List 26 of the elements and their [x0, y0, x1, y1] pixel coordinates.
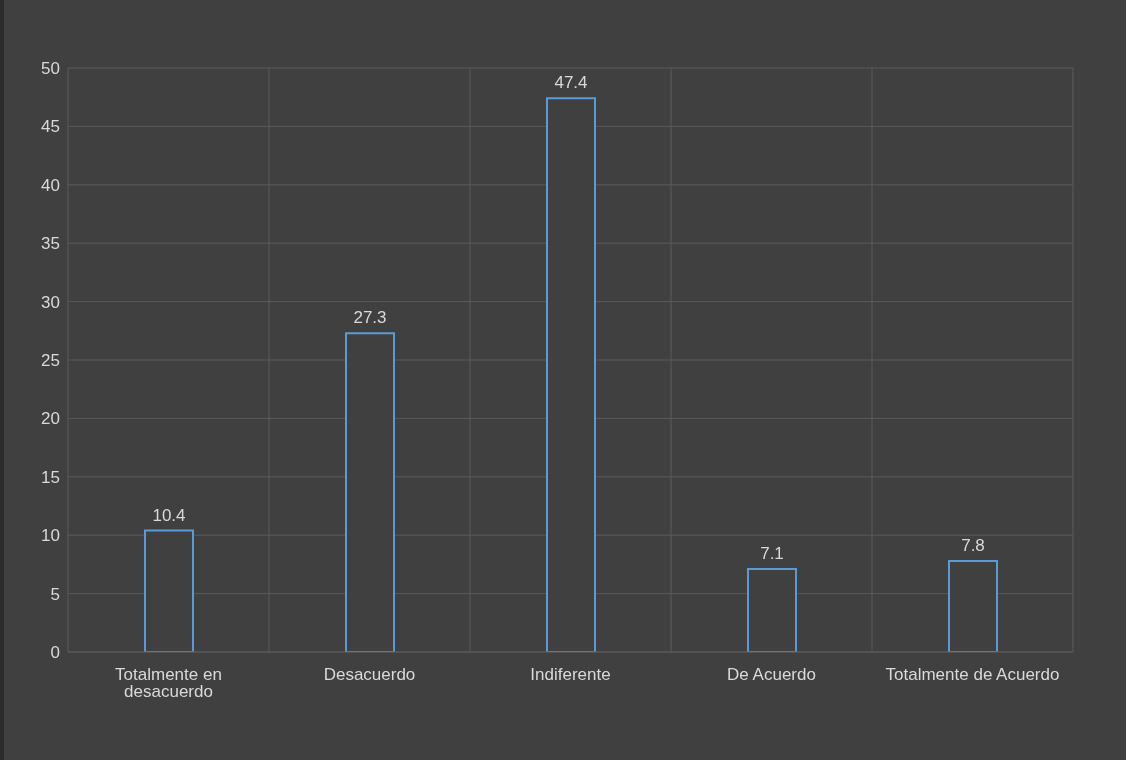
x-tick-label: Totalmente de Acuerdo — [885, 665, 1060, 685]
y-tick-label: 50 — [41, 59, 60, 79]
y-tick-label: 0 — [50, 643, 60, 663]
y-tick-label: 35 — [41, 234, 60, 254]
x-tick-label: Indiferente — [530, 665, 611, 685]
x-tick-label: Totalmente en desacuerdo — [115, 665, 222, 702]
y-tick-label: 15 — [41, 467, 60, 487]
bar — [144, 529, 194, 652]
bar — [948, 559, 998, 652]
bar — [345, 332, 395, 652]
y-tick-label: 40 — [41, 175, 60, 195]
x-tick-label: De Acuerdo — [727, 665, 816, 685]
y-tick-label: 30 — [41, 292, 60, 312]
y-tick-label: 20 — [41, 409, 60, 429]
bar — [546, 97, 596, 652]
data-label: 27.3 — [353, 308, 387, 328]
data-label: 10.4 — [152, 505, 186, 525]
data-label: 47.4 — [554, 73, 588, 93]
y-tick-label: 10 — [41, 526, 60, 546]
y-tick-label: 5 — [50, 584, 60, 604]
x-tick-label: Desacuerdo — [323, 665, 416, 685]
y-tick-label: 45 — [41, 117, 60, 137]
data-label: 7.8 — [961, 535, 985, 555]
bar — [747, 568, 797, 652]
y-tick-label: 25 — [41, 351, 60, 371]
data-label: 7.1 — [760, 544, 784, 564]
